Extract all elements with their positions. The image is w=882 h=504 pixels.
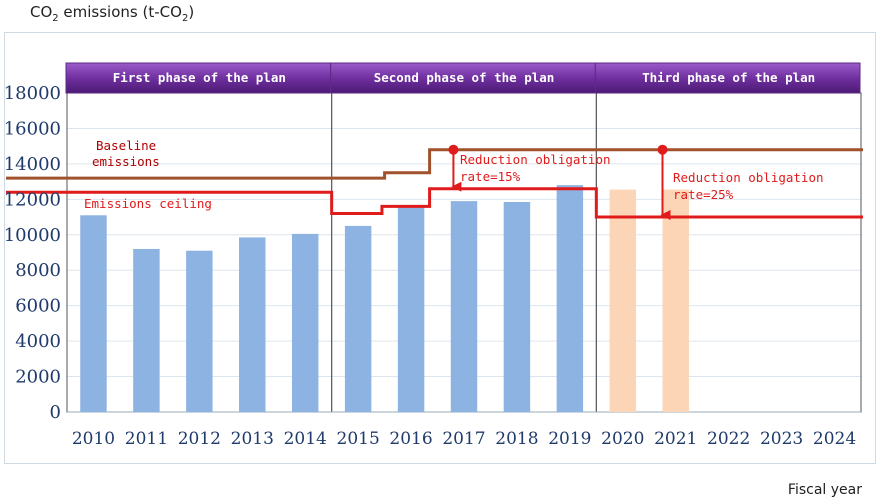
y-tick-label: 18000 [4, 83, 61, 104]
x-tick-label: 2013 [231, 429, 274, 449]
phase-banner [65, 62, 332, 94]
x-tick-label: 2010 [72, 429, 115, 449]
x-tick-label: 2024 [813, 429, 856, 449]
obligation-label: rate=15% [460, 169, 521, 184]
x-tick-label: 2019 [548, 429, 591, 449]
bar-2019 [556, 185, 584, 412]
bar-2011 [133, 248, 160, 412]
y-tick-label: 4000 [15, 331, 61, 352]
emissions-ceiling-line [6, 187, 863, 219]
phase-label: Second phase of the plan [374, 70, 555, 85]
bar-2012 [186, 250, 213, 412]
y-tick-label: 6000 [15, 296, 61, 317]
phase-label: First phase of the plan [113, 70, 286, 85]
x-tick-label: 2023 [760, 429, 803, 449]
x-tick-label: 2014 [284, 429, 327, 449]
x-tick-label: 2015 [337, 429, 380, 449]
y-tick-label: 2000 [15, 367, 61, 388]
bar-2017 [450, 201, 478, 412]
x-tick-label: 2018 [495, 429, 538, 449]
y-tick-label: 8000 [15, 260, 61, 281]
bar-2013 [239, 237, 266, 412]
baseline-label: Baseline [96, 138, 156, 153]
x-tick-label: 2021 [654, 429, 697, 449]
x-tick-label: 2016 [389, 429, 432, 449]
chart-frame [4, 32, 876, 464]
y-tick-label: 12000 [4, 189, 61, 210]
ceiling-label: Emissions ceiling [84, 196, 212, 211]
bar-2010 [80, 215, 107, 412]
y-tick-label: 0 [50, 402, 61, 423]
bar-2015 [344, 225, 372, 412]
x-tick-label: 2011 [125, 429, 168, 449]
obligation-label: Reduction obligation [673, 170, 824, 185]
bar-2014 [291, 233, 319, 412]
obligation-label: Reduction obligation [460, 152, 611, 167]
baseline-label: emissions [92, 154, 160, 169]
bar-2016 [397, 206, 425, 412]
phase-banner [330, 62, 596, 94]
bar-2018 [503, 201, 531, 412]
x-tick-label: 2012 [178, 429, 221, 449]
bar-2020 [609, 189, 637, 412]
obligation-label: rate=25% [673, 187, 734, 202]
phase-label: Third phase of the plan [642, 70, 815, 85]
y-tick-label: 16000 [4, 118, 61, 139]
x-axis-label: Fiscal year [787, 482, 862, 498]
baseline-emissions-line [6, 148, 863, 180]
x-tick-label: 2017 [442, 429, 485, 449]
bar-2021 [662, 189, 689, 412]
x-tick-label: 2020 [601, 429, 644, 449]
chart-title: CO2 emissions (t-CO2) [30, 3, 195, 24]
x-tick-label: 2022 [707, 429, 750, 449]
y-tick-label: 10000 [4, 225, 61, 246]
phase-banner [594, 62, 861, 94]
y-tick-label: 14000 [4, 154, 61, 175]
